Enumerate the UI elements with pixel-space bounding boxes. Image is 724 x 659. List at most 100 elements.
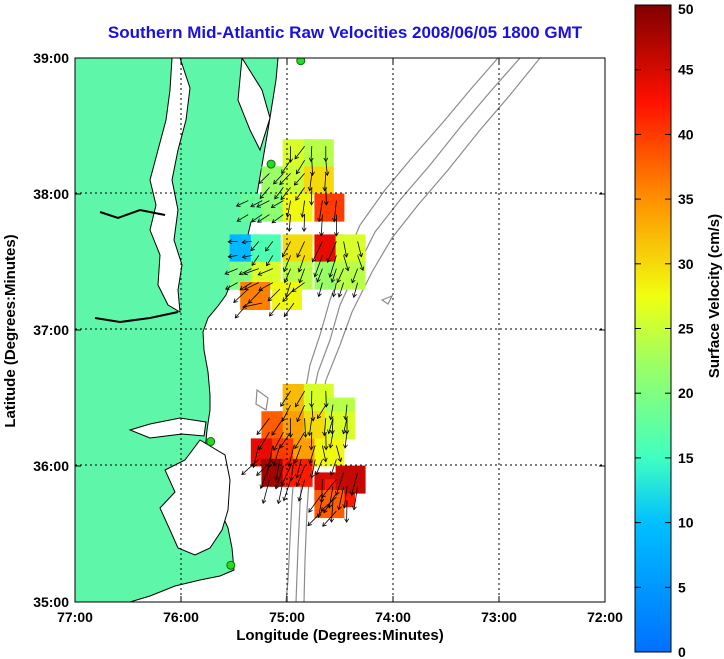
velocity-arrowhead (269, 311, 274, 317)
colorbar-tick-label: 20 (678, 385, 694, 401)
velocity-arrow (327, 241, 337, 263)
velocity-arrowhead (276, 499, 282, 505)
velocity-arrowhead (330, 278, 336, 283)
velocity-arrowhead (280, 481, 286, 487)
velocity-arrowhead (342, 504, 348, 509)
velocity-arrowhead (358, 252, 363, 258)
velocity-arrow (331, 418, 334, 434)
velocity-field (229, 139, 366, 519)
x-tick-label: 74:00 (375, 609, 411, 625)
potomac-river (99, 208, 166, 220)
velocity-arrow (294, 173, 305, 186)
velocity-arrow (353, 282, 358, 298)
velocity-arrowhead (344, 518, 350, 523)
velocity-arrowhead (309, 474, 315, 479)
y-tick-label: 38:00 (33, 186, 69, 202)
velocity-arrow (288, 214, 291, 232)
velocity-arrowhead (303, 433, 308, 438)
velocity-arrow (258, 282, 273, 291)
velocity-arrow (273, 432, 284, 451)
velocity-cell (335, 234, 366, 263)
velocity-arrow (241, 459, 260, 475)
velocity-arrow (248, 288, 263, 304)
velocity-cell (303, 166, 334, 195)
velocity-arrowhead (271, 431, 276, 436)
velocity-arrowhead (281, 252, 287, 258)
velocity-arrowhead (251, 261, 256, 267)
x-tick-label: 72:00 (587, 609, 623, 625)
velocity-arrowhead (301, 227, 307, 233)
velocity-arrow (357, 255, 364, 271)
x-tick-label: 76:00 (163, 609, 199, 625)
velocity-arrows (224, 145, 365, 527)
velocity-arrowhead (317, 292, 322, 298)
velocity-arrowhead (298, 278, 303, 284)
colorbar-tick-label: 40 (678, 126, 694, 142)
velocity-arrow (258, 173, 270, 184)
velocity-arrow (329, 255, 337, 278)
velocity-arrowhead (241, 254, 247, 260)
velocity-arrowhead (294, 444, 299, 450)
velocity-arrowhead (343, 444, 348, 449)
velocity-arrowhead (317, 217, 322, 223)
velocity-arrow (314, 255, 323, 277)
velocity-arrowhead (307, 186, 313, 192)
bathymetry-contours (255, 58, 541, 602)
velocity-arrowhead (296, 417, 301, 423)
colorbar-tick-label: 15 (678, 450, 694, 466)
velocity-arrow (281, 404, 291, 422)
velocity-arrowhead (328, 273, 333, 278)
velocity-arrowhead (336, 278, 341, 284)
velocity-arrowhead (272, 461, 278, 467)
velocity-arrowhead (296, 169, 301, 175)
chart-title: Southern Mid-Atlantic Raw Velocities 200… (108, 23, 583, 42)
velocity-arrow (328, 418, 334, 434)
velocity-arrowhead (295, 196, 300, 201)
velocity-arrow (331, 268, 337, 283)
velocity-arrow (224, 268, 238, 275)
velocity-arrow (330, 459, 337, 476)
velocity-arrow (258, 431, 270, 450)
velocity-arrow (233, 288, 249, 303)
velocity-arrow (262, 479, 270, 504)
velocity-arrowhead (265, 247, 270, 252)
velocity-arrowhead (293, 459, 299, 464)
velocity-arrowhead (322, 522, 327, 527)
velocity-arrow (295, 187, 305, 201)
velocity-arrowhead (270, 203, 276, 209)
velocity-arrowhead (295, 473, 300, 479)
velocity-arrow (308, 418, 313, 436)
velocity-cell (325, 411, 355, 440)
velocity-arrow (296, 159, 305, 175)
velocity-arrowhead (327, 429, 332, 435)
velocity-arrow (292, 282, 305, 292)
colorbar-label: Surface Velocity (cm/s) (706, 214, 723, 378)
velocity-arrowhead (227, 239, 232, 245)
velocity-arrowhead (287, 462, 292, 467)
velocity-arrow (290, 459, 295, 481)
velocity-arrowhead (271, 218, 277, 224)
velocity-arrowhead (282, 297, 287, 302)
velocity-arrow (322, 510, 337, 527)
velocity-arrow (234, 302, 249, 319)
velocity-arrowhead (343, 415, 349, 421)
land-mass (75, 58, 279, 602)
colorbar-ticks: 0 5 10 15 20 25 30 35 40 45 50 (635, 1, 694, 659)
velocity-arrow (336, 445, 342, 462)
velocity-arrowhead (352, 505, 357, 511)
velocity-arrowhead (241, 239, 247, 245)
velocity-arrowhead (239, 286, 245, 291)
velocity-arrow (244, 282, 259, 290)
velocity-arrow (353, 486, 358, 510)
velocity-arrow (251, 255, 260, 266)
velocity-arrow (279, 431, 291, 449)
velocity-arrow (351, 472, 358, 496)
velocity-arrowhead (329, 471, 335, 476)
velocity-arrowhead (266, 261, 271, 267)
radar-station-marker (266, 159, 276, 169)
x-tick-label: 73:00 (481, 609, 517, 625)
velocity-arrow (239, 282, 252, 291)
velocity-arrow (328, 486, 334, 508)
velocity-arrowhead (310, 171, 315, 177)
velocity-arrow (331, 500, 334, 523)
